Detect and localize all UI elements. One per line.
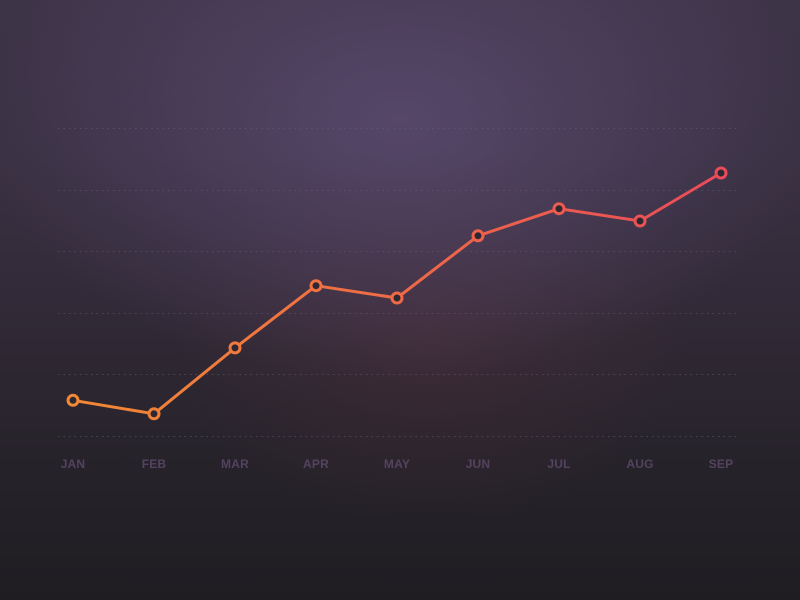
gridlines	[58, 128, 736, 437]
data-point-jun	[471, 229, 485, 243]
data-point-sep	[714, 166, 728, 180]
x-label-jul: JUL	[547, 457, 571, 471]
x-label-sep: SEP	[708, 457, 734, 471]
x-label-aug: AUG	[626, 457, 654, 471]
x-label-mar: MAR	[221, 457, 249, 471]
data-point-apr	[309, 279, 323, 293]
x-label-jun: JUN	[465, 457, 491, 471]
data-point-jul	[552, 202, 566, 216]
x-label-feb: FEB	[141, 457, 167, 471]
data-point-mar	[228, 341, 242, 355]
x-label-jan: JAN	[60, 457, 86, 471]
x-label-apr: APR	[303, 457, 329, 471]
data-point-jan	[66, 393, 80, 407]
x-label-may: MAY	[383, 457, 411, 471]
data-point-aug	[633, 214, 647, 228]
data-point-may	[390, 291, 404, 305]
data-point-feb	[147, 407, 161, 421]
data-points	[66, 166, 728, 421]
